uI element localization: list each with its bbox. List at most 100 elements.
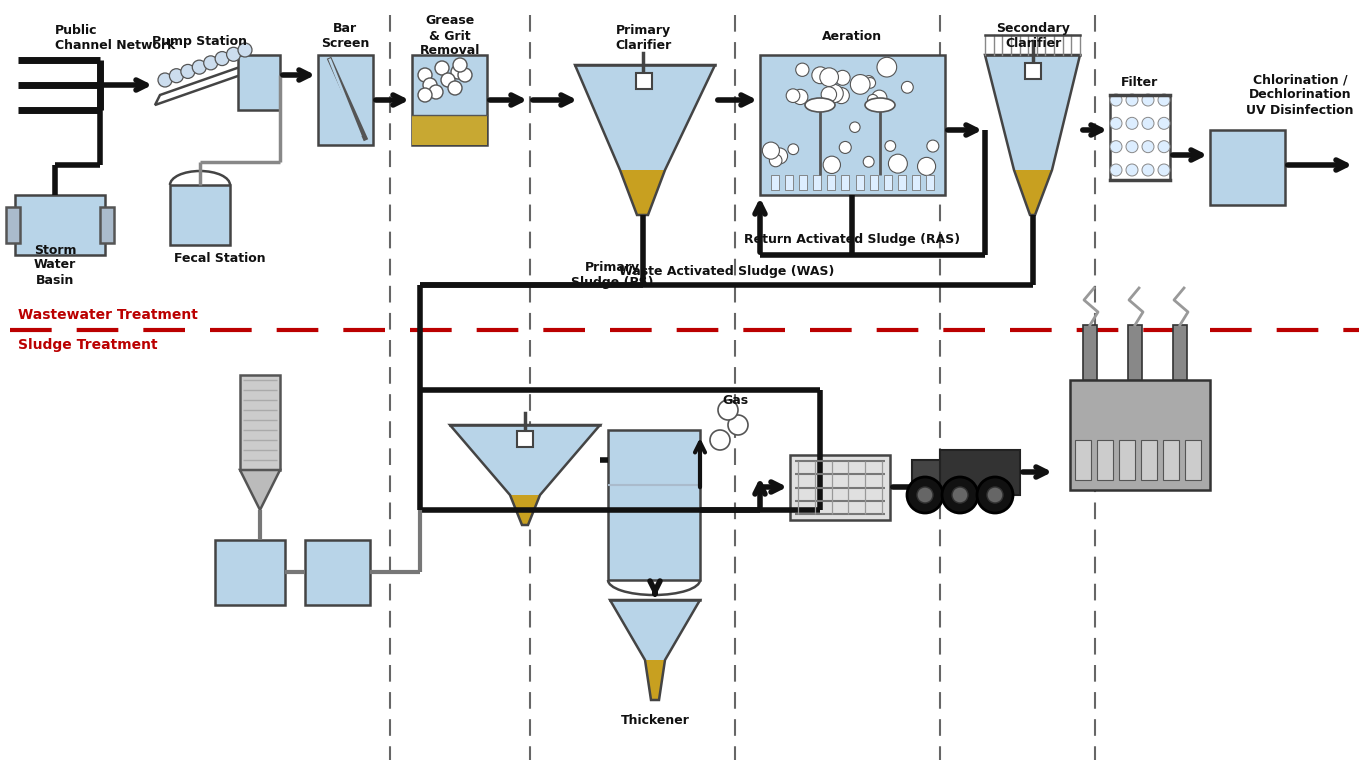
Circle shape (872, 90, 887, 105)
Ellipse shape (865, 98, 895, 112)
Polygon shape (941, 450, 1020, 495)
Circle shape (238, 43, 252, 57)
Circle shape (728, 415, 747, 435)
Circle shape (227, 47, 241, 62)
Bar (517, 431, 533, 447)
Polygon shape (611, 600, 700, 660)
Bar (608, 430, 700, 580)
Circle shape (448, 81, 461, 95)
Circle shape (951, 487, 968, 503)
Circle shape (1125, 94, 1138, 106)
Text: Return Activated Sludge (RAS): Return Activated Sludge (RAS) (743, 234, 960, 247)
Circle shape (865, 78, 876, 88)
Bar (925, 175, 934, 190)
Circle shape (850, 75, 871, 95)
Bar (771, 175, 779, 190)
Circle shape (1158, 118, 1170, 129)
Bar (799, 175, 808, 190)
Text: Gas: Gas (721, 394, 747, 407)
Circle shape (1110, 94, 1123, 106)
Bar (1071, 380, 1210, 490)
Bar (790, 455, 890, 520)
Bar (305, 540, 370, 605)
Bar (1164, 440, 1179, 480)
Polygon shape (620, 170, 665, 215)
Polygon shape (240, 470, 281, 510)
Circle shape (862, 75, 875, 87)
Text: Secondary
Clarifier: Secondary Clarifier (997, 22, 1071, 50)
Circle shape (418, 88, 433, 102)
Circle shape (868, 95, 878, 105)
Bar (898, 175, 906, 190)
Text: Filter: Filter (1121, 75, 1158, 88)
Bar (1075, 440, 1091, 480)
Circle shape (987, 487, 1003, 503)
Bar (884, 175, 891, 190)
Circle shape (826, 85, 843, 102)
Text: Sludge Treatment: Sludge Treatment (18, 338, 157, 352)
Bar (813, 175, 821, 190)
Circle shape (711, 430, 730, 450)
Bar (1118, 440, 1135, 480)
Circle shape (942, 477, 977, 513)
Polygon shape (645, 660, 665, 700)
Bar (238, 55, 281, 110)
Polygon shape (511, 495, 539, 525)
Text: Fecal Station: Fecal Station (174, 251, 266, 265)
Circle shape (772, 148, 787, 164)
Circle shape (215, 52, 229, 65)
Circle shape (1158, 141, 1170, 153)
Circle shape (927, 140, 939, 152)
Circle shape (459, 68, 472, 82)
Circle shape (834, 88, 849, 104)
Circle shape (878, 58, 897, 77)
Circle shape (1125, 164, 1138, 176)
Circle shape (1142, 141, 1154, 153)
Circle shape (763, 142, 779, 159)
Circle shape (450, 65, 465, 79)
Circle shape (789, 144, 798, 155)
Circle shape (428, 85, 444, 99)
Circle shape (181, 65, 194, 78)
Circle shape (423, 78, 437, 92)
Circle shape (850, 122, 860, 132)
Circle shape (204, 56, 218, 70)
Polygon shape (1014, 170, 1051, 215)
Bar (170, 185, 230, 245)
Bar (1110, 95, 1170, 180)
Bar (318, 55, 372, 145)
Text: Waste Activated Sludge (WAS): Waste Activated Sludge (WAS) (619, 265, 835, 278)
Circle shape (821, 87, 836, 102)
Bar (912, 175, 920, 190)
Circle shape (917, 158, 935, 175)
Circle shape (917, 487, 934, 503)
Circle shape (820, 68, 838, 86)
Bar (215, 540, 285, 605)
Bar (1097, 440, 1113, 480)
Bar (412, 115, 487, 145)
Circle shape (884, 141, 895, 151)
Bar (827, 175, 835, 190)
Bar (1173, 325, 1187, 380)
Circle shape (1110, 118, 1123, 129)
Circle shape (1142, 118, 1154, 129)
Circle shape (435, 61, 449, 75)
Bar (100, 207, 114, 243)
Text: Primary
Clarifier: Primary Clarifier (615, 24, 671, 52)
Circle shape (795, 63, 809, 76)
Polygon shape (155, 60, 260, 105)
Circle shape (812, 67, 828, 84)
Circle shape (1142, 94, 1154, 106)
Text: Aeration: Aeration (821, 29, 882, 42)
Circle shape (1125, 118, 1138, 129)
Bar (637, 73, 652, 89)
Circle shape (888, 154, 908, 173)
Bar (1186, 440, 1201, 480)
Bar (1083, 325, 1097, 380)
Circle shape (441, 73, 455, 87)
Text: Primary
Sludge (PS): Primary Sludge (PS) (571, 261, 653, 289)
Circle shape (793, 89, 808, 105)
Circle shape (908, 477, 943, 513)
Circle shape (1158, 94, 1170, 106)
Circle shape (823, 156, 841, 174)
